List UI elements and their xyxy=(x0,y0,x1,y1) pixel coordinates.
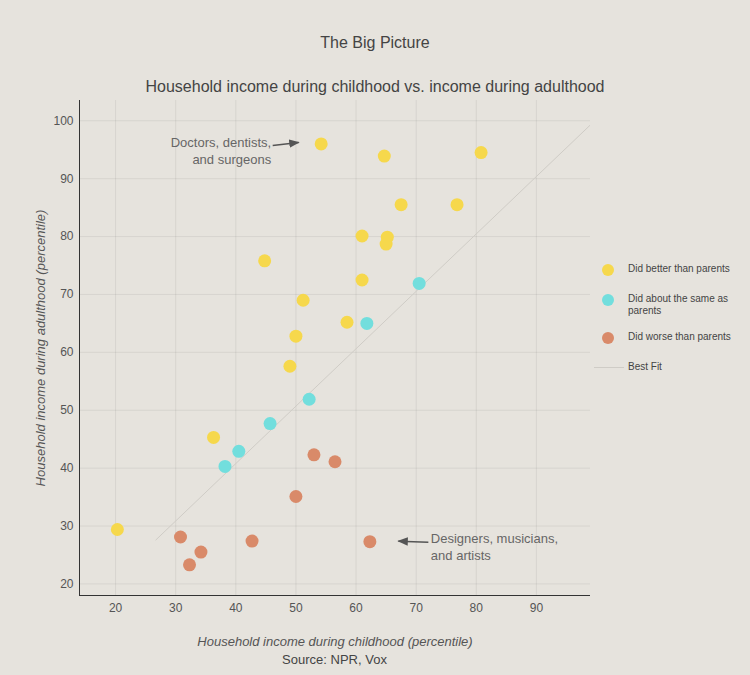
svg-text:70: 70 xyxy=(409,601,423,615)
html-text:Source: NPR, Vox: Source: NPR, Vox xyxy=(282,652,387,667)
html-text:Did about the same as parents: Did about the same as parents xyxy=(628,293,729,316)
svg-text:100: 100 xyxy=(53,114,73,128)
svg-text:90: 90 xyxy=(530,601,544,615)
svg-text:70: 70 xyxy=(60,287,74,301)
svg-text:40: 40 xyxy=(60,461,74,475)
svg-text:30: 30 xyxy=(169,601,183,615)
svg-text:Doctors, dentists,and surgeons: Doctors, dentists,and surgeons xyxy=(171,135,272,168)
svg-text:90: 90 xyxy=(60,171,74,185)
svg-text:60: 60 xyxy=(60,345,74,359)
svg-text:20: 20 xyxy=(60,577,74,591)
svg-text:80: 80 xyxy=(60,229,74,243)
svg-text:60: 60 xyxy=(349,601,363,615)
svg-text:Household income during childh: Household income during childhood (perce… xyxy=(197,634,472,649)
svg-text:50: 50 xyxy=(289,601,303,615)
svg-text:Designers, musicians,and artis: Designers, musicians,and artists xyxy=(431,530,558,563)
svg-text:30: 30 xyxy=(60,519,74,533)
svg-text:80: 80 xyxy=(470,601,484,615)
svg-text:20: 20 xyxy=(109,601,123,615)
svg-text:40: 40 xyxy=(229,601,243,615)
html-text:Best Fit: Best Fit xyxy=(628,361,662,372)
svg-text:Household income during adulth: Household income during adulthood (perce… xyxy=(33,210,48,487)
html-text:The Big Picture: The Big Picture xyxy=(320,34,430,51)
html-text:Did worse than parents: Did worse than parents xyxy=(628,331,731,342)
svg-text:50: 50 xyxy=(60,403,74,417)
html-text:Household income during childh: Household income during childhood vs. in… xyxy=(145,78,605,95)
html-text:Did better than parents: Did better than parents xyxy=(628,263,730,274)
